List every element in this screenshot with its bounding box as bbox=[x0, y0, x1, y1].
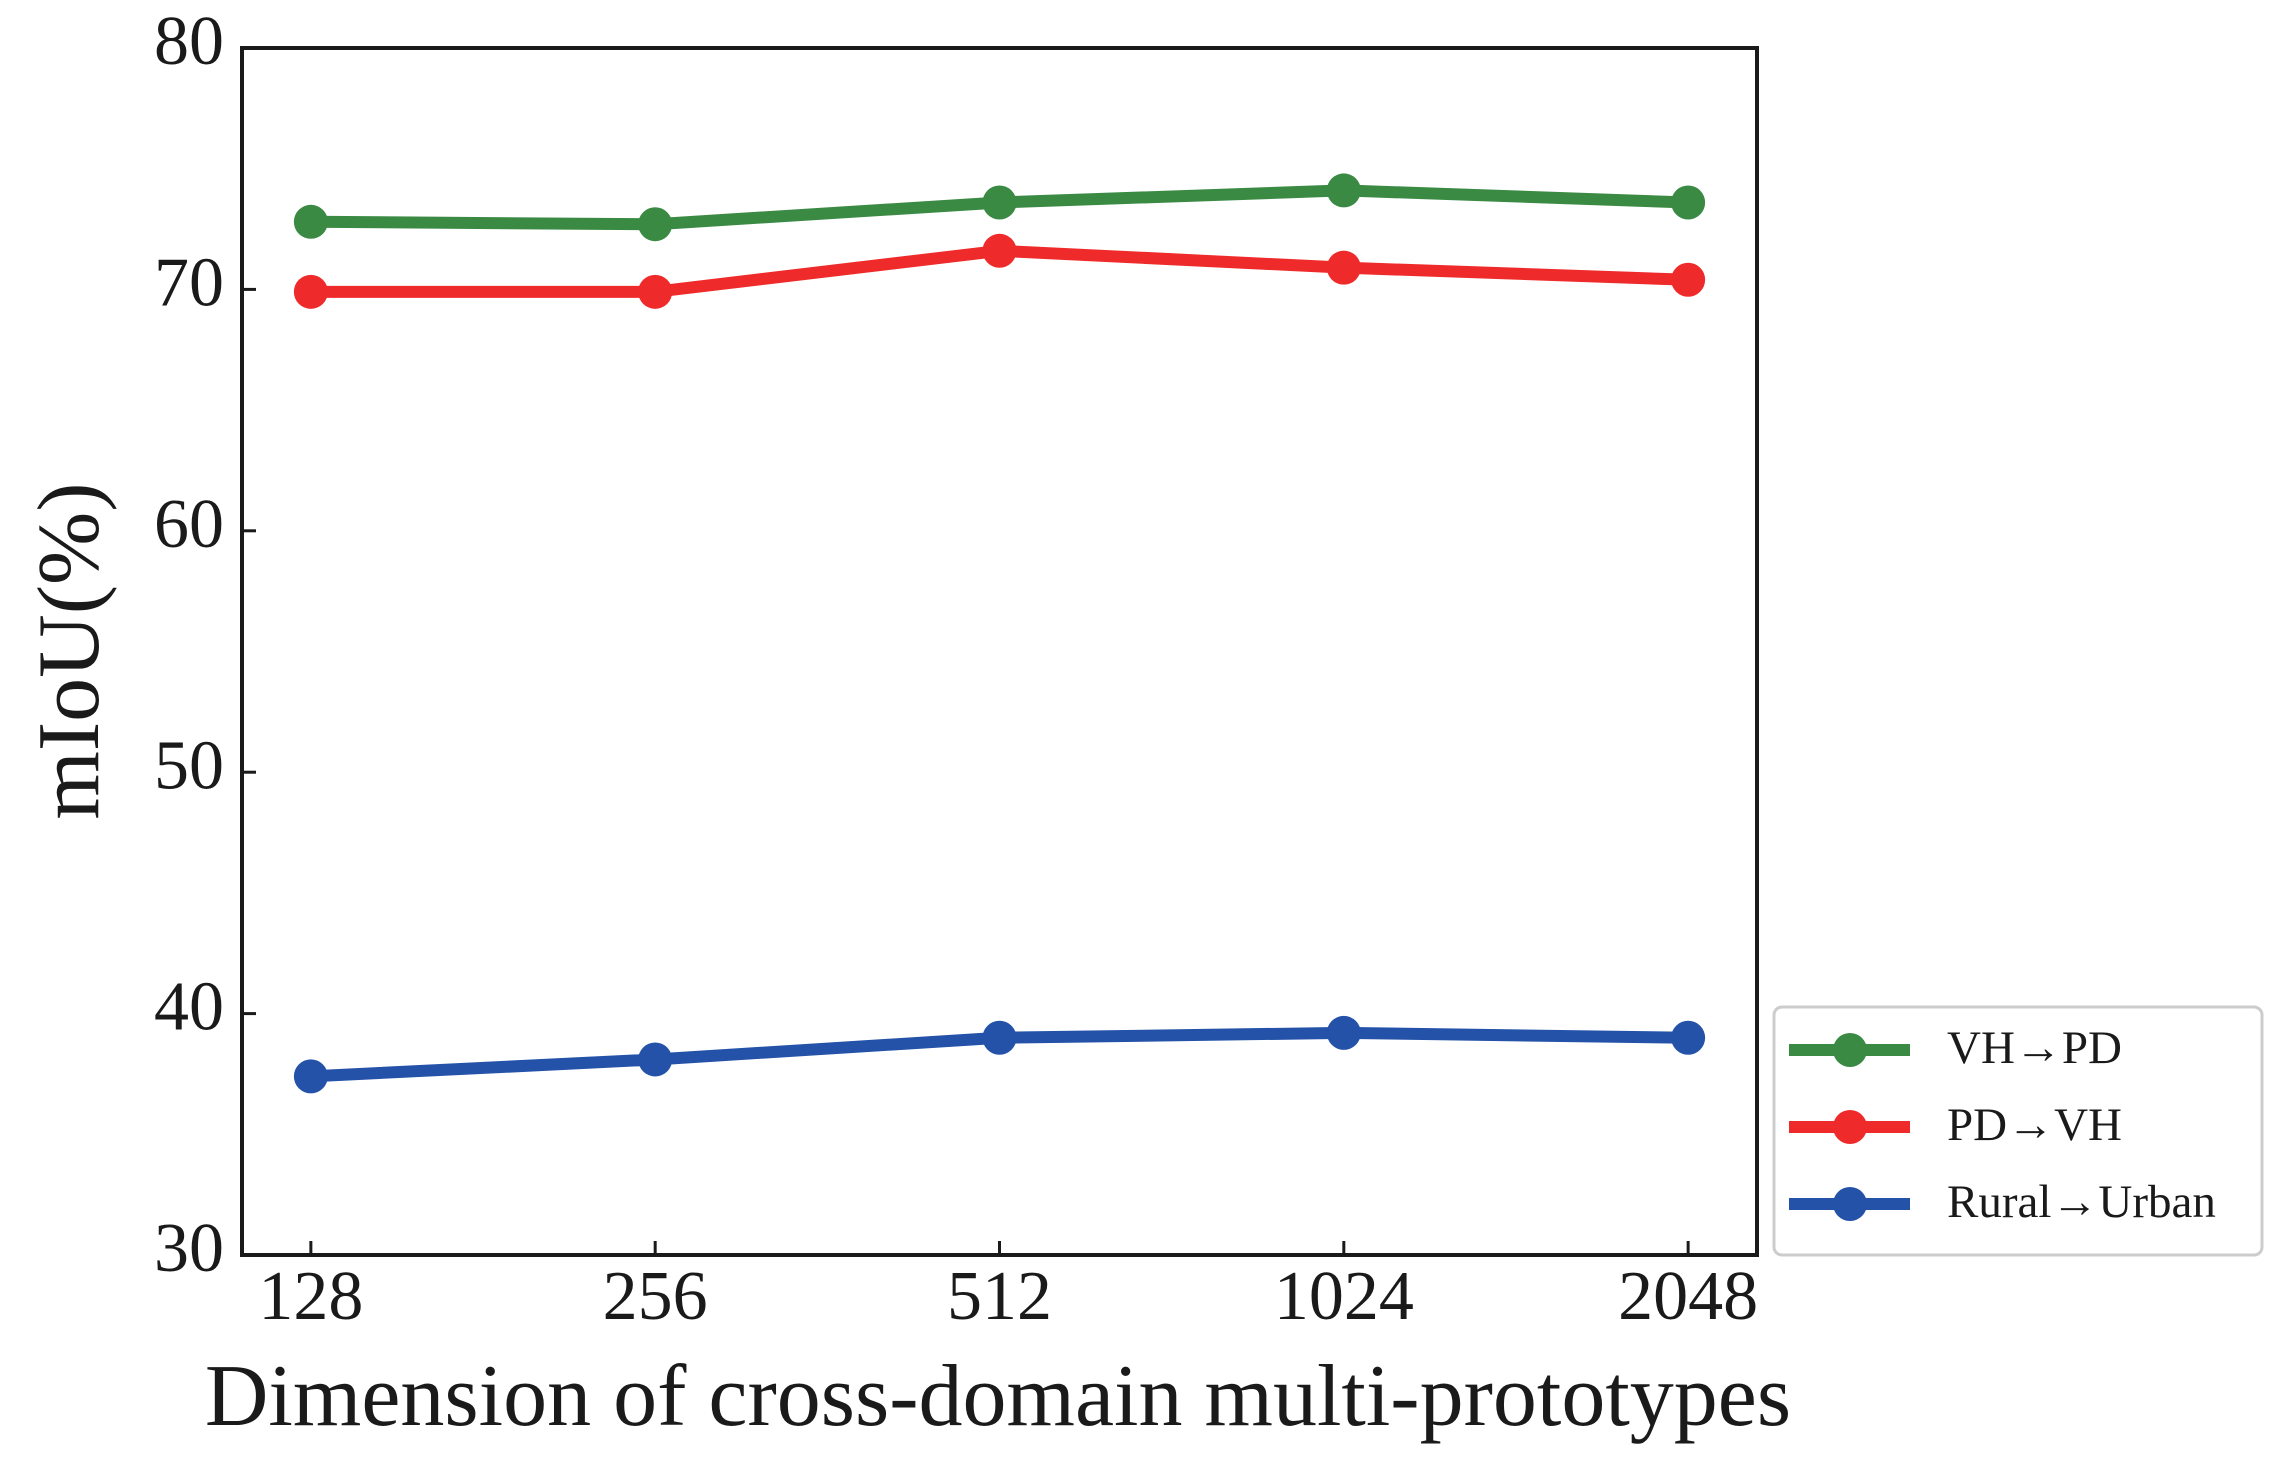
data-point bbox=[1326, 173, 1361, 208]
legend-marker bbox=[1833, 1033, 1867, 1067]
data-point bbox=[638, 207, 673, 242]
legend-marker bbox=[1833, 1187, 1867, 1221]
data-point bbox=[638, 1042, 673, 1077]
x-tick-label: 128 bbox=[258, 1258, 363, 1335]
data-point bbox=[1671, 1020, 1706, 1055]
data-point bbox=[638, 274, 673, 309]
data-point bbox=[982, 1020, 1017, 1055]
data-point bbox=[982, 185, 1017, 220]
y-tick-label: 50 bbox=[154, 727, 224, 804]
y-tick-label: 70 bbox=[154, 244, 224, 321]
x-tick-label: 1024 bbox=[1274, 1258, 1414, 1335]
y-tick-label: 40 bbox=[154, 969, 224, 1046]
data-point bbox=[293, 1059, 328, 1094]
x-tick-label: 256 bbox=[603, 1258, 708, 1335]
x-tick-label: 2048 bbox=[1618, 1258, 1758, 1335]
y-tick-label: 60 bbox=[154, 486, 224, 563]
y-axis-label: mIoU(%) bbox=[21, 482, 118, 819]
data-point bbox=[1326, 250, 1361, 285]
data-point bbox=[1326, 1015, 1361, 1050]
data-point bbox=[293, 274, 328, 309]
y-tick-label: 30 bbox=[154, 1210, 224, 1287]
legend-box bbox=[1772, 1005, 2264, 1257]
legend-marker bbox=[1833, 1110, 1867, 1144]
x-axis-label: Dimension of cross-domain multi-prototyp… bbox=[205, 1348, 1791, 1445]
data-point bbox=[982, 233, 1017, 268]
y-tick-label: 80 bbox=[154, 3, 224, 80]
x-tick-label: 512 bbox=[947, 1258, 1052, 1335]
legend-label: VH→PD bbox=[1947, 1022, 2122, 1074]
legend-label: Rural→Urban bbox=[1947, 1176, 2216, 1228]
data-point bbox=[1671, 185, 1706, 220]
legend-label: PD→VH bbox=[1947, 1099, 2122, 1151]
data-point bbox=[1671, 262, 1706, 297]
data-point bbox=[293, 204, 328, 239]
plot-frame bbox=[240, 46, 1759, 1257]
